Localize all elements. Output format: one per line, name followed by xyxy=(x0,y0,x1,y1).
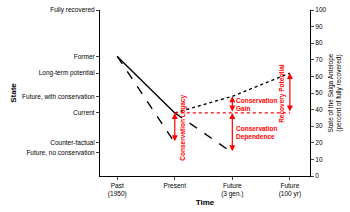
svg-text:Time: Time xyxy=(196,198,215,207)
svg-text:ConservationGain: ConservationGain xyxy=(236,97,278,112)
svg-text:Current: Current xyxy=(73,109,95,116)
svg-text:50: 50 xyxy=(315,89,323,96)
svg-text:40: 40 xyxy=(315,106,323,113)
svg-text:0: 0 xyxy=(315,172,319,179)
svg-text:Fully recovered: Fully recovered xyxy=(50,6,95,14)
svg-text:Future(100 yr): Future(100 yr) xyxy=(279,182,301,198)
svg-text:Long-term potential: Long-term potential xyxy=(39,69,96,77)
svg-text:70: 70 xyxy=(315,56,323,63)
svg-text:100: 100 xyxy=(315,6,326,13)
svg-text:80: 80 xyxy=(315,39,323,46)
svg-text:State: State xyxy=(9,83,18,103)
svg-text:ConservationDependence: ConservationDependence xyxy=(236,125,278,141)
svg-text:20: 20 xyxy=(315,139,323,146)
svg-text:Former: Former xyxy=(74,53,96,60)
svg-text:30: 30 xyxy=(315,122,323,129)
svg-text:Recovery Potential: Recovery Potential xyxy=(278,64,286,123)
svg-text:10: 10 xyxy=(315,156,323,163)
svg-text:Counter-factual: Counter-factual xyxy=(50,139,95,146)
svg-text:Present: Present xyxy=(164,182,187,189)
svg-text:Future(3 gen.): Future(3 gen.) xyxy=(221,182,243,198)
svg-text:Future, with conservation: Future, with conservation xyxy=(22,93,95,100)
svg-text:Future, no conservation: Future, no conservation xyxy=(26,149,95,156)
svg-text:Past(1950): Past(1950) xyxy=(108,182,127,198)
svg-text:90: 90 xyxy=(315,23,323,30)
svg-text:60: 60 xyxy=(315,73,323,80)
svg-text:State of the Saiga Antelope(pe: State of the Saiga Antelope(percent of f… xyxy=(327,53,343,132)
svg-text:Conservation Legacy: Conservation Legacy xyxy=(179,95,187,161)
